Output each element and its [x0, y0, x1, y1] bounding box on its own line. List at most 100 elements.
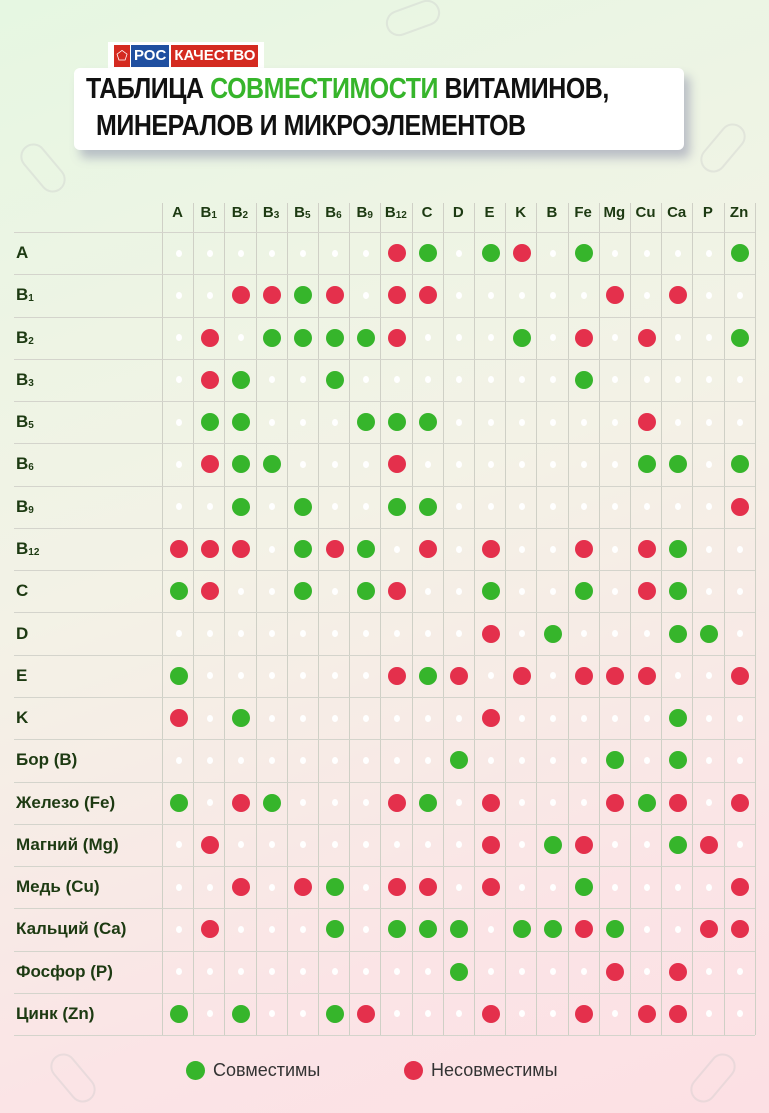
- empty-dot: [643, 249, 650, 257]
- empty-dot: [674, 249, 681, 257]
- column-header: B12: [384, 204, 407, 221]
- compatible-dot: [575, 370, 594, 389]
- empty-dot: [206, 291, 213, 299]
- column-divider: [349, 203, 351, 1036]
- pentagon-icon: ⬠: [114, 45, 130, 67]
- empty-dot: [175, 291, 182, 299]
- empty-dot: [456, 714, 463, 722]
- column-divider: [754, 203, 756, 1036]
- incompatible-dot: [200, 920, 219, 939]
- empty-dot: [706, 545, 712, 553]
- empty-dot: [362, 714, 369, 722]
- empty-dot: [175, 841, 182, 849]
- column-header: B6: [325, 204, 342, 221]
- compatible-dot: [325, 1004, 344, 1023]
- incompatible-dot: [169, 540, 188, 559]
- empty-dot: [269, 672, 276, 680]
- compatible-dot: [169, 582, 188, 601]
- empty-dot: [300, 460, 307, 468]
- empty-dot: [737, 630, 744, 638]
- empty-dot: [737, 714, 744, 722]
- incompatible-dot: [200, 328, 219, 347]
- empty-dot: [206, 799, 213, 807]
- empty-dot: [394, 545, 400, 553]
- empty-dot: [175, 418, 182, 426]
- compatible-dot: [575, 244, 594, 263]
- empty-dot: [518, 587, 525, 595]
- empty-dot: [269, 376, 276, 384]
- empty-dot: [269, 630, 276, 638]
- empty-dot: [550, 545, 556, 553]
- column-divider: [692, 203, 694, 1036]
- empty-dot: [518, 291, 525, 299]
- empty-dot: [674, 376, 681, 384]
- compatible-dot: [419, 497, 438, 516]
- empty-dot: [643, 925, 650, 933]
- empty-dot: [206, 630, 213, 638]
- pill-decoration: [15, 138, 71, 198]
- compatible-dot: [544, 920, 562, 939]
- incompatible-dot: [637, 582, 656, 601]
- empty-dot: [175, 249, 182, 257]
- compatible-dot: [731, 328, 750, 347]
- empty-dot: [206, 968, 213, 976]
- empty-dot: [581, 968, 588, 976]
- empty-dot: [674, 672, 681, 680]
- compatible-dot: [325, 920, 344, 939]
- compatible-dot: [481, 244, 500, 263]
- empty-dot: [612, 503, 619, 511]
- empty-dot: [612, 841, 619, 849]
- row-divider: [14, 992, 755, 994]
- empty-dot: [706, 503, 712, 511]
- empty-dot: [612, 334, 619, 342]
- compatible-dot: [606, 920, 625, 939]
- incompatible-dot: [637, 666, 656, 685]
- page-title: ТАБЛИЦА СОВМЕСТИМОСТИ ВИТАМИНОВ, МИНЕРАЛ…: [74, 68, 684, 150]
- column-divider: [162, 203, 163, 1036]
- empty-dot: [425, 587, 432, 595]
- empty-dot: [737, 1010, 744, 1018]
- column-divider: [723, 203, 725, 1036]
- row-header: B3: [16, 369, 34, 389]
- empty-dot: [550, 756, 556, 764]
- empty-dot: [643, 756, 650, 764]
- row-header: Кальций (Ca): [16, 919, 127, 939]
- incompatible-dot: [481, 835, 500, 854]
- empty-dot: [550, 587, 556, 595]
- empty-dot: [581, 291, 588, 299]
- empty-dot: [362, 799, 369, 807]
- incompatible-dot: [606, 793, 625, 812]
- incompatible-dot: [512, 666, 531, 685]
- incompatible-dot: [200, 582, 219, 601]
- empty-dot: [518, 968, 525, 976]
- row-divider: [14, 485, 755, 487]
- empty-dot: [550, 334, 556, 342]
- empty-dot: [362, 291, 369, 299]
- incompatible-dot: [232, 878, 250, 897]
- empty-dot: [394, 714, 400, 722]
- compatible-dot: [232, 497, 250, 516]
- title-line-2: МИНЕРАЛОВ И МИКРОЭЛЕМЕНТОВ: [96, 110, 526, 142]
- empty-dot: [612, 545, 619, 553]
- empty-dot: [550, 376, 556, 384]
- empty-dot: [581, 460, 588, 468]
- incompatible-dot: [637, 413, 656, 432]
- empty-dot: [175, 968, 182, 976]
- empty-dot: [425, 630, 432, 638]
- incompatible-dot: [668, 962, 687, 981]
- compatible-dot: [668, 751, 687, 770]
- incompatible-dot: [637, 540, 656, 559]
- incompatible-dot: [356, 1004, 375, 1023]
- empty-dot: [518, 545, 525, 553]
- row-header: Фосфор (P): [16, 961, 113, 981]
- incompatible-dot: [481, 540, 500, 559]
- empty-dot: [550, 418, 556, 426]
- column-divider: [661, 203, 663, 1036]
- empty-dot: [394, 841, 400, 849]
- empty-dot: [581, 503, 588, 511]
- empty-dot: [456, 883, 463, 891]
- incompatible-dot: [575, 328, 594, 347]
- legend-compatible: Совместимы: [186, 1060, 320, 1081]
- compatible-dot: [263, 328, 282, 347]
- empty-dot: [581, 630, 588, 638]
